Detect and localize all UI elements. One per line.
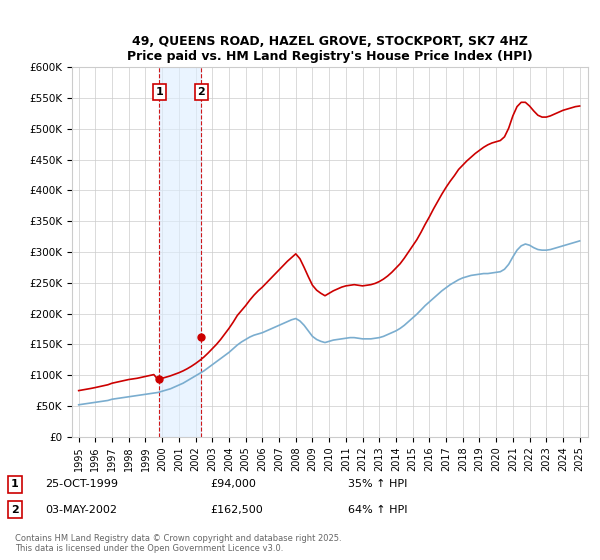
Title: 49, QUEENS ROAD, HAZEL GROVE, STOCKPORT, SK7 4HZ
Price paid vs. HM Land Registry: 49, QUEENS ROAD, HAZEL GROVE, STOCKPORT,… (127, 35, 533, 63)
Text: 25-OCT-1999: 25-OCT-1999 (45, 479, 118, 489)
Text: 64% ↑ HPI: 64% ↑ HPI (348, 505, 407, 515)
Text: 2: 2 (11, 505, 19, 515)
Text: 1: 1 (155, 87, 163, 97)
Text: 35% ↑ HPI: 35% ↑ HPI (348, 479, 407, 489)
Text: Contains HM Land Registry data © Crown copyright and database right 2025.
This d: Contains HM Land Registry data © Crown c… (15, 534, 341, 553)
Text: 1: 1 (11, 479, 19, 489)
Text: £94,000: £94,000 (210, 479, 256, 489)
Text: £162,500: £162,500 (210, 505, 263, 515)
Text: 03-MAY-2002: 03-MAY-2002 (45, 505, 117, 515)
Bar (159, 67, 201, 437)
Text: 2: 2 (197, 87, 205, 97)
